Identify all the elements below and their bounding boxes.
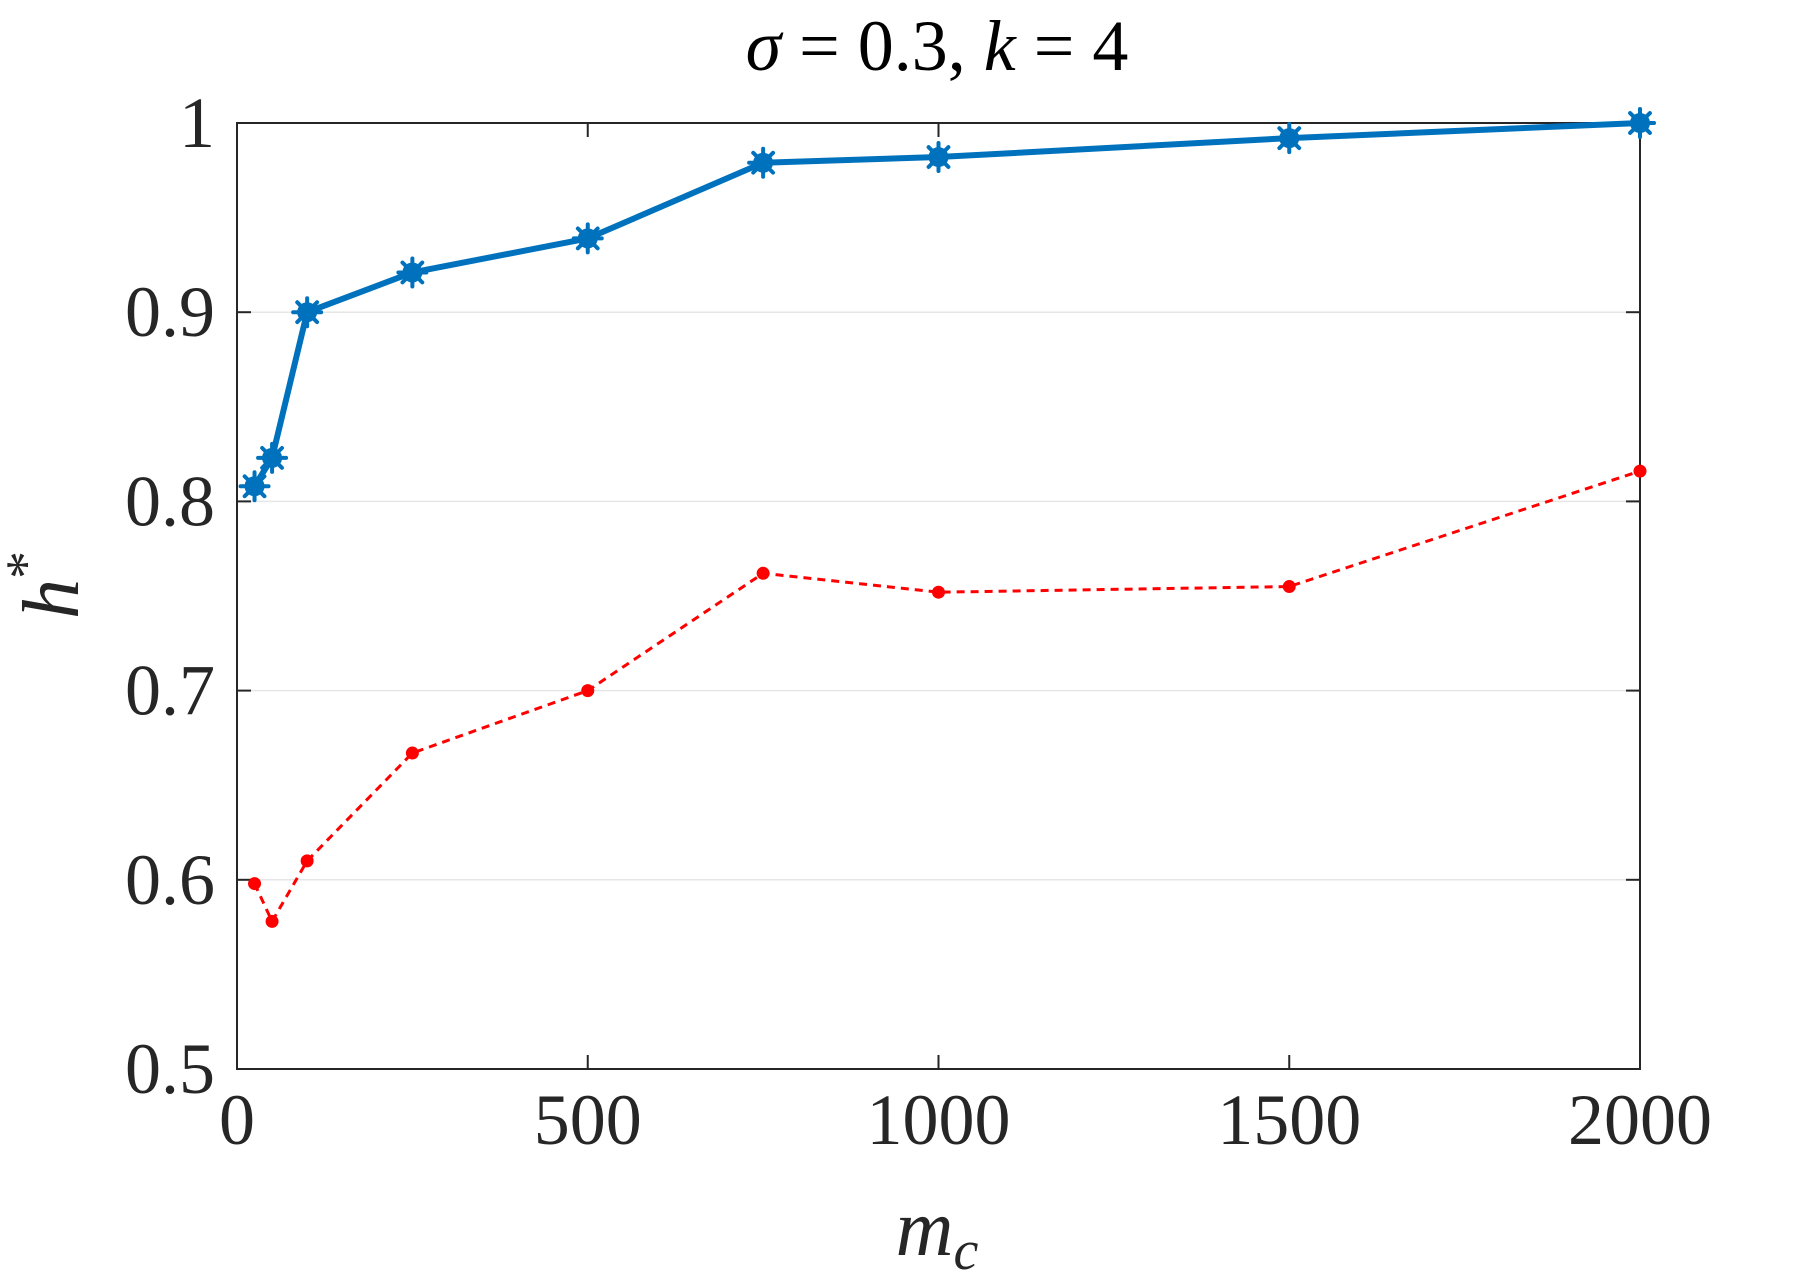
data-point-marker	[248, 877, 262, 891]
series-line	[251, 120, 1641, 488]
y-tick-label: 0.7	[125, 651, 215, 731]
data-point-marker	[396, 256, 429, 289]
data-point-marker	[405, 746, 419, 760]
svg-text:σ = 0.3, k = 4: σ = 0.3, k = 4	[746, 6, 1129, 86]
svg-text:h*: h*	[0, 551, 96, 619]
x-tick-label: 1000	[867, 1080, 1011, 1160]
data-point-marker	[747, 146, 780, 179]
data-point-marker	[1624, 107, 1656, 139]
grid	[237, 311, 1640, 881]
data-point-marker	[571, 222, 604, 255]
y-tick-label: 1	[179, 83, 215, 163]
data-point-marker	[300, 854, 314, 868]
x-tick-label: 1500	[1217, 1080, 1361, 1160]
y-tick-label: 0.5	[125, 1029, 215, 1109]
data-point-marker	[1633, 464, 1647, 478]
y-tick-label: 0.6	[125, 840, 215, 920]
data-point-marker	[581, 684, 595, 698]
svg-text:mc: mc	[896, 1185, 979, 1270]
x-tick-label: 500	[534, 1080, 642, 1160]
series-1	[238, 107, 1656, 503]
y-axis-label: h*	[0, 551, 96, 619]
data-point-marker	[756, 566, 770, 580]
data-point-marker	[932, 585, 945, 599]
data-point-marker	[1273, 122, 1306, 155]
series-line	[253, 469, 1641, 923]
data-point-marker	[1282, 580, 1296, 594]
title: σ = 0.3, k = 4	[746, 6, 1129, 86]
data-point-marker	[238, 470, 271, 503]
x-tick-label: 2000	[1568, 1080, 1712, 1160]
y-tick-label: 0.9	[125, 272, 215, 352]
series-2	[248, 464, 1647, 928]
y-tick-label: 0.8	[125, 461, 215, 541]
data-point-marker	[291, 296, 324, 329]
data-point-marker	[922, 141, 955, 174]
ticks: 0.5 0.6 0.7 0.8 0.9 1 0 500 1000 1500 2000	[125, 83, 1712, 1160]
x-axis-label: mc	[896, 1185, 979, 1270]
data-point-marker	[265, 914, 279, 928]
x-tick-label: 0	[219, 1080, 255, 1160]
data-point-marker	[256, 441, 289, 474]
series	[238, 107, 1656, 928]
